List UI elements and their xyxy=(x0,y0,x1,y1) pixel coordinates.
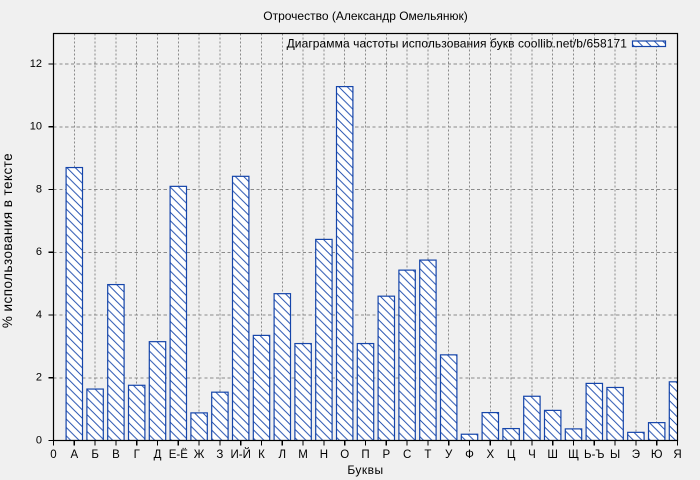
svg-text:4: 4 xyxy=(36,309,42,321)
svg-text:2: 2 xyxy=(36,372,42,384)
svg-text:Ф: Ф xyxy=(465,449,474,461)
svg-text:12: 12 xyxy=(30,58,42,70)
svg-text:Я: Я xyxy=(673,449,681,461)
svg-text:В: В xyxy=(112,449,120,461)
svg-text:Б: Б xyxy=(91,449,99,461)
svg-text:Ц: Ц xyxy=(507,449,516,461)
svg-text:0: 0 xyxy=(36,434,42,446)
svg-text:З: З xyxy=(216,449,223,461)
svg-text:Ь-Ъ: Ь-Ъ xyxy=(584,449,604,461)
svg-text:Э: Э xyxy=(632,449,640,461)
svg-text:С: С xyxy=(403,449,411,461)
svg-text:Ш: Ш xyxy=(547,449,558,461)
svg-text:Е-Ё: Е-Ё xyxy=(169,449,189,461)
svg-text:Н: Н xyxy=(320,449,328,461)
svg-text:Т: Т xyxy=(424,449,431,461)
svg-text:М: М xyxy=(298,449,308,461)
svg-text:И-Й: И-Й xyxy=(231,448,251,461)
svg-text:Диаграмма частоты использовани: Диаграмма частоты использования букв coo… xyxy=(287,37,628,51)
svg-text:Ю: Ю xyxy=(651,449,663,461)
svg-text:К: К xyxy=(258,449,265,461)
svg-text:Х: Х xyxy=(486,449,494,461)
svg-text:% использования в тексте: % использования в тексте xyxy=(0,153,15,328)
svg-text:А: А xyxy=(70,449,78,461)
svg-text:Буквы: Буквы xyxy=(347,463,383,477)
svg-text:Р: Р xyxy=(382,449,390,461)
svg-text:10: 10 xyxy=(30,121,42,133)
svg-text:6: 6 xyxy=(36,246,42,258)
svg-text:Отрочество (Александр Омельяню: Отрочество (Александр Омельянюк) xyxy=(263,9,467,23)
svg-text:Д: Д xyxy=(154,449,162,461)
svg-text:Щ: Щ xyxy=(568,449,579,461)
svg-text:0: 0 xyxy=(50,449,56,461)
svg-text:О: О xyxy=(340,449,349,461)
svg-text:Ж: Ж xyxy=(194,449,205,461)
svg-text:П: П xyxy=(361,449,369,461)
svg-text:8: 8 xyxy=(36,183,42,195)
svg-text:Г: Г xyxy=(134,449,141,461)
svg-text:Ы: Ы xyxy=(610,449,620,461)
svg-text:У: У xyxy=(445,449,453,461)
svg-text:Л: Л xyxy=(279,449,287,461)
svg-text:Ч: Ч xyxy=(528,449,536,461)
